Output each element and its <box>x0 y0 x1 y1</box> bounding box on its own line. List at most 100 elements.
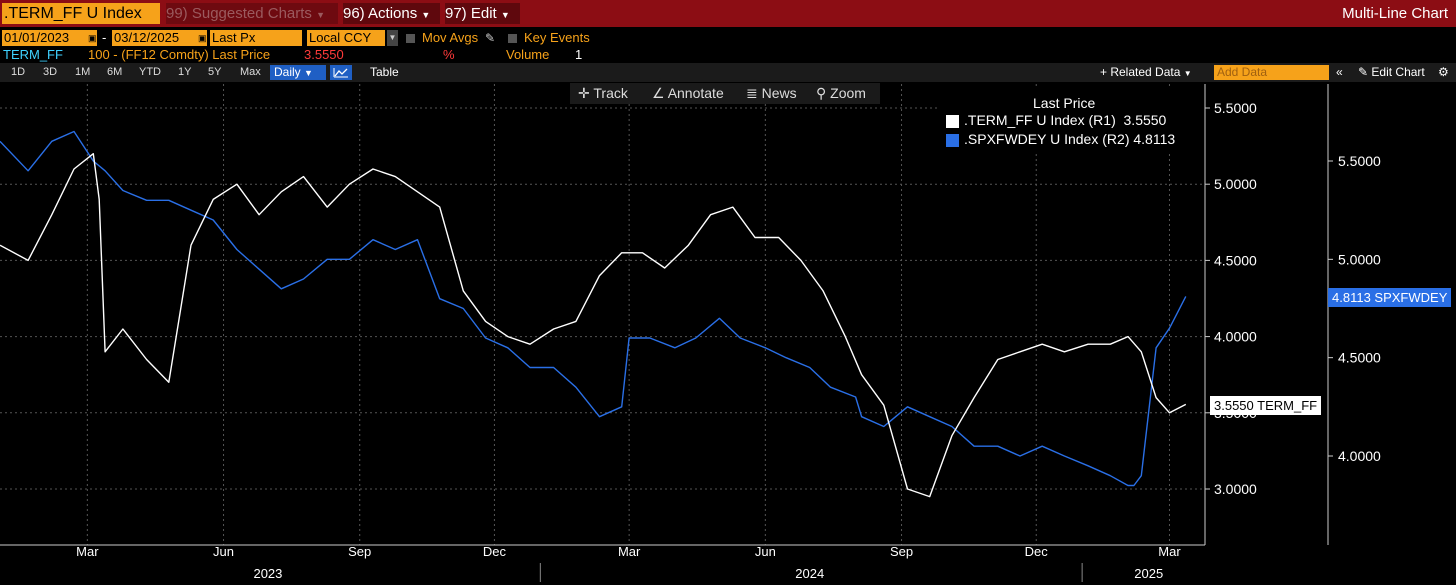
related-data-menu[interactable]: + Related Data ▼ <box>1100 65 1192 79</box>
suggested-code: 99) <box>166 5 188 22</box>
actions-menu[interactable]: 96) Actions ▼ <box>343 3 440 24</box>
y-tick-labels: 5.50005.00004.50004.00003.50003.00005.50… <box>1214 100 1381 497</box>
timeframe-ytd[interactable]: YTD <box>139 66 161 78</box>
chart-area: 5.50005.00004.50004.00003.50003.00005.50… <box>0 84 1381 582</box>
y-left-tick-label: 5.0000 <box>1214 176 1257 192</box>
chart-type-title: Multi-Line Chart <box>1342 5 1448 22</box>
security-description: 100 - (FF12 Comdty) Last Price <box>88 47 271 62</box>
edit-chart-button[interactable]: ✎ Edit Chart <box>1358 65 1425 80</box>
annotate-label: Annotate <box>667 85 724 101</box>
timeframe-1d[interactable]: 1D <box>11 66 26 78</box>
news-icon: ≣ <box>746 85 758 101</box>
timeframe-5y[interactable]: 5Y <box>208 66 222 78</box>
calendar-icon[interactable]: ▣ <box>198 30 207 46</box>
date-separator: - <box>102 30 107 45</box>
annotate-icon: ∠ <box>652 85 665 101</box>
crosshair-icon: ✛ <box>578 85 590 101</box>
axis-lines <box>0 84 1333 582</box>
suggested-label: Suggested Charts <box>191 5 312 22</box>
legend-swatch-2 <box>946 134 959 147</box>
zoom-button[interactable]: ⚲ Zoom <box>816 85 866 102</box>
x-tick-label: Jun <box>755 544 776 559</box>
timeframe-6m[interactable]: 6M <box>107 66 123 78</box>
end-date-input[interactable]: 03/12/2025 <box>112 30 198 46</box>
add-data-input[interactable]: Add Data <box>1214 65 1329 80</box>
volume-label: Volume <box>506 47 550 62</box>
table-button[interactable]: Table <box>370 65 399 79</box>
suggested-charts-menu[interactable]: 99) Suggested Charts ▼ <box>166 3 338 24</box>
timeframe-3d[interactable]: 3D <box>43 66 58 78</box>
x-year-label: 2023 <box>253 566 282 581</box>
series-lines <box>0 130 1187 498</box>
news-button[interactable]: ≣ News <box>746 85 797 102</box>
chevron-down-icon: ▼ <box>500 10 510 20</box>
legend: Last Price .TERM_FF U Index (R1) 3.5550 … <box>938 86 1204 154</box>
key-events-label: Key Events <box>524 30 590 45</box>
chevron-down-icon: ▼ <box>316 10 326 20</box>
security-label: TERM_FF <box>3 47 63 62</box>
annotate-button[interactable]: ∠ Annotate <box>652 85 724 102</box>
x-tick-label: Jun <box>213 544 234 559</box>
mov-avgs-checkbox[interactable] <box>406 34 415 43</box>
key-events-checkbox[interactable] <box>508 34 517 43</box>
legend-series-2: .SPXFWDEY U Index (R2) 4.8113 <box>964 131 1176 147</box>
magnifier-icon: ⚲ <box>816 85 827 101</box>
x-year-label: 2024 <box>795 566 824 581</box>
chevron-down-icon: ▼ <box>421 10 431 20</box>
track-button[interactable]: ✛ Track <box>578 85 628 102</box>
legend-last-1: 3.5550 <box>1123 112 1167 128</box>
chevron-down-icon[interactable]: ▼ <box>387 30 398 46</box>
series-line-term-ff <box>0 152 1187 498</box>
field-select[interactable]: Last Px <box>210 30 302 46</box>
edit-code: 97) <box>445 5 467 22</box>
y-left-tick-label: 4.5000 <box>1214 252 1257 268</box>
edit-label: Edit <box>470 5 497 22</box>
last-value-tag-spxfwdey: 4.8113 SPXFWDEY <box>1328 288 1452 307</box>
y-right-tick-label: 4.5000 <box>1338 350 1381 366</box>
gear-icon[interactable]: ⚙ <box>1438 65 1449 79</box>
pencil-icon: ✎ <box>1358 65 1369 79</box>
x-year-label: 2025 <box>1134 566 1163 581</box>
y-left-tick-label: 3.0000 <box>1214 481 1257 497</box>
grid <box>0 84 1205 545</box>
x-tick-label: Dec <box>1025 544 1049 559</box>
line-chart-icon-svg <box>333 68 348 78</box>
timeframe-bar <box>0 63 1456 82</box>
timeframe-1y[interactable]: 1Y <box>178 66 192 78</box>
security-value: 3.5550 <box>304 47 344 62</box>
x-tick-label: Mar <box>76 544 99 559</box>
actions-label: Actions <box>368 5 418 22</box>
timeframe-max[interactable]: Max <box>240 66 261 78</box>
legend-swatch-1 <box>946 115 959 128</box>
related-data-label: Related Data <box>1110 65 1181 79</box>
zoom-label: Zoom <box>830 85 866 101</box>
legend-series-1: .TERM_FF U Index (R1) 3.5550 <box>964 112 1167 128</box>
start-date-input[interactable]: 01/01/2023 <box>2 30 88 46</box>
x-tick-label: Sep <box>890 544 913 559</box>
currency-select[interactable]: Local CCY <box>307 30 385 46</box>
volume-value: 1 <box>575 47 583 62</box>
legend-title: Last Price <box>1033 95 1096 111</box>
x-tick-label: Dec <box>483 544 507 559</box>
y-right-tick-label: 5.5000 <box>1338 153 1381 169</box>
x-tick-label: Mar <box>1158 544 1181 559</box>
timeframe-1m[interactable]: 1M <box>75 66 91 78</box>
edit-menu[interactable]: 97) Edit ▼ <box>445 3 520 24</box>
series-line-spxfwdey <box>0 130 1187 487</box>
track-label: Track <box>593 85 628 101</box>
y-left-tick-label: 5.5000 <box>1214 100 1257 116</box>
x-tick-label: Sep <box>348 544 371 559</box>
ticker-input[interactable]: .TERM_FF U Index <box>2 3 160 24</box>
x-tick-label: Mar <box>618 544 641 559</box>
calendar-icon[interactable]: ▣ <box>88 30 97 46</box>
collapse-icon[interactable]: « <box>1336 65 1343 79</box>
mov-avgs-label: Mov Avgs <box>422 30 479 45</box>
y-right-tick-label: 4.0000 <box>1338 448 1381 464</box>
legend-last-2: 4.8113 <box>1133 131 1176 147</box>
daily-select[interactable]: Daily ▼ <box>270 65 326 80</box>
daily-label: Daily <box>274 65 301 79</box>
line-chart-icon[interactable] <box>330 65 352 80</box>
pencil-icon[interactable]: ✎ <box>485 31 496 45</box>
last-value-tag-term-ff: 3.5550 TERM_FF <box>1210 396 1322 415</box>
chart-toolbar <box>570 83 880 104</box>
